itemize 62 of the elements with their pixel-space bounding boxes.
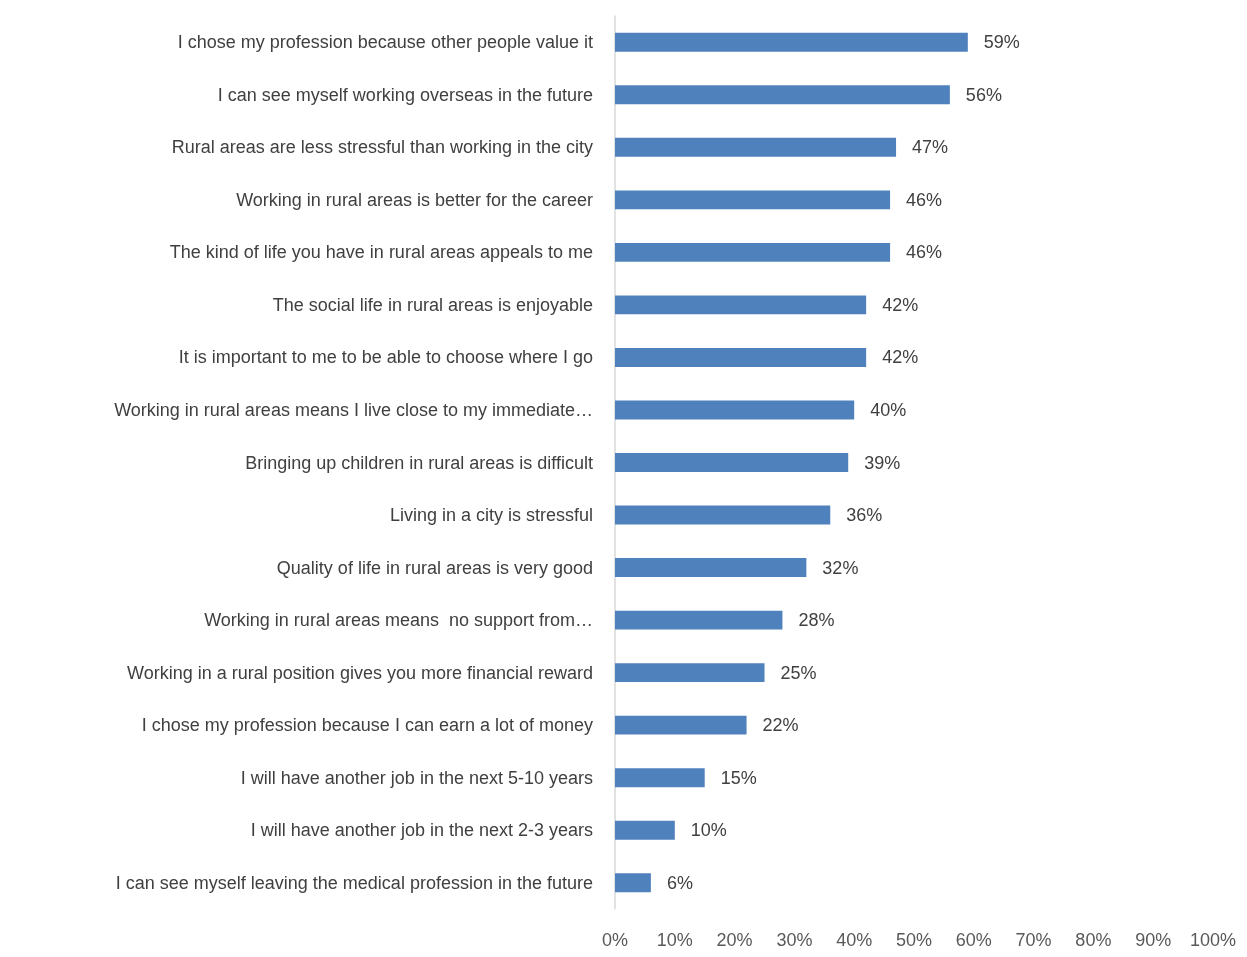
bar — [615, 347, 867, 367]
y-tick-label: Working in rural areas means no support from… — [204, 610, 593, 631]
data-label: 15% — [720, 767, 757, 788]
bar — [615, 137, 897, 157]
data-label: 42% — [882, 294, 919, 315]
x-tick-label: 80% — [1075, 930, 1112, 950]
x-tick-label: 10% — [656, 930, 693, 950]
data-label: 39% — [864, 452, 901, 473]
y-tick-label: I can see myself leaving the medical profession in the future — [115, 872, 593, 893]
x-tick-label: 50% — [895, 930, 933, 950]
y-tick-label: I chose my profession because other people value it — [177, 32, 593, 53]
data-label: 47% — [912, 137, 949, 158]
x-tick-label: 20% — [716, 930, 753, 950]
y-tick-label: Working in a rural position gives you more financial reward — [127, 662, 593, 683]
data-label: 36% — [846, 505, 883, 526]
y-tick-label: I can see myself working overseas in the future — [217, 84, 593, 105]
bar — [615, 715, 747, 735]
data-label: 46% — [906, 189, 943, 210]
data-label: 28% — [798, 610, 835, 631]
bar — [615, 610, 783, 630]
bar — [615, 820, 675, 840]
y-tick-label: Rural areas are less stressful than working in the city — [171, 137, 593, 158]
y-tick-label: It is important to me to be able to choose where I go — [178, 347, 593, 368]
bar — [615, 768, 705, 788]
bar — [615, 242, 891, 262]
bar — [615, 85, 950, 105]
data-label: 59% — [983, 32, 1020, 53]
x-tick-label: 30% — [776, 930, 813, 950]
bar — [615, 453, 849, 472]
y-tick-label: I chose my profession because I can earn a lot of money — [141, 715, 593, 736]
data-label: 56% — [965, 84, 1002, 105]
y-tick-label: The social life in rural areas is enjoyable — [272, 294, 593, 315]
data-label: 40% — [870, 399, 907, 420]
y-tick-label: Bringing up children in rural areas is difficult — [245, 452, 593, 473]
bar — [615, 873, 651, 893]
x-tick-label: 40% — [836, 930, 873, 950]
data-label: 22% — [762, 715, 799, 736]
y-tick-label: Working in rural areas means I live close to my immediate… — [114, 399, 593, 420]
x-tick-label: 60% — [955, 930, 992, 950]
bar — [615, 505, 831, 525]
y-tick-label: Quality of life in rural areas is very good — [276, 557, 593, 578]
bar — [615, 32, 968, 52]
data-label: 32% — [822, 557, 859, 578]
data-label: 10% — [690, 820, 727, 841]
bar — [615, 190, 891, 210]
data-label: 42% — [882, 347, 919, 368]
data-label: 25% — [780, 662, 817, 683]
data-label: 6% — [666, 872, 693, 893]
x-tick-label: 0% — [601, 930, 629, 950]
x-tick-label: 90% — [1135, 930, 1172, 950]
x-tick-label: 100% — [1189, 930, 1236, 950]
bar — [615, 558, 807, 578]
bar — [615, 295, 867, 315]
y-tick-label: The kind of life you have in rural areas appeals to me — [169, 242, 593, 263]
y-tick-label: Working in rural areas is better for the career — [236, 189, 593, 210]
y-tick-label: Living in a city is stressful — [389, 505, 593, 526]
y-tick-label: I will have another job in the next 2-3 years — [250, 820, 593, 841]
data-label: 46% — [906, 242, 943, 263]
bar — [615, 400, 855, 420]
y-tick-label: I will have another job in the next 5-10 years — [240, 767, 593, 788]
x-tick-label: 70% — [1015, 930, 1052, 950]
bar — [615, 663, 765, 683]
